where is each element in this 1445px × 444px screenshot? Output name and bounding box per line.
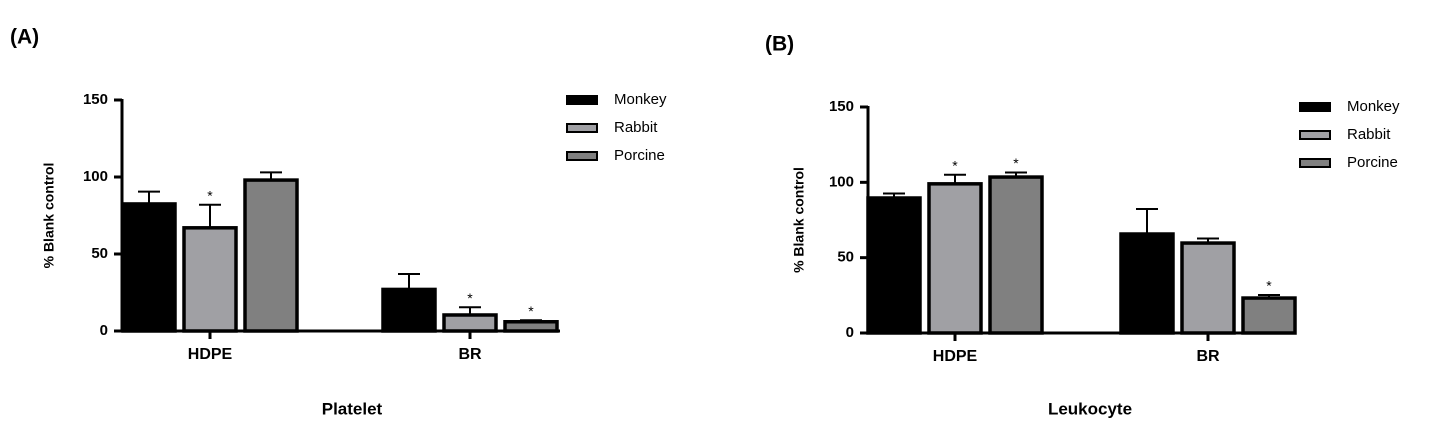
significance-label: * — [1266, 278, 1272, 294]
legend-swatch — [1299, 130, 1331, 140]
significance-label: * — [952, 158, 958, 174]
bar — [1180, 241, 1236, 335]
bar — [381, 287, 437, 333]
bar — [866, 196, 922, 335]
y-tick-label: 100 — [83, 168, 108, 185]
legend-label: Porcine — [614, 147, 665, 164]
legend-swatch — [566, 151, 598, 161]
y-axis-label: % Blank control — [41, 163, 57, 269]
bar — [1241, 296, 1297, 335]
bar — [182, 226, 238, 333]
panel-label: (A) — [10, 26, 39, 49]
legend-swatch — [1299, 102, 1331, 112]
bar — [988, 175, 1044, 335]
significance-label: * — [207, 187, 213, 203]
legend-label: Rabbit — [614, 119, 658, 136]
y-tick-label: 150 — [829, 98, 854, 115]
legend-label: Monkey — [614, 91, 667, 108]
panel-label: (B) — [765, 33, 794, 56]
significance-label: * — [1013, 155, 1019, 171]
y-tick-label: 100 — [829, 173, 854, 190]
x-axis-label: Leukocyte — [1048, 399, 1132, 418]
y-axis-label: % Blank control — [791, 167, 807, 273]
bar — [1119, 232, 1175, 335]
x-tick-label: BR — [1196, 348, 1220, 365]
bar — [121, 202, 177, 333]
y-tick-label: 0 — [846, 324, 854, 341]
legend-swatch — [566, 95, 598, 105]
legend-label: Rabbit — [1347, 126, 1391, 143]
significance-label: * — [528, 303, 534, 319]
legend-swatch — [1299, 158, 1331, 168]
significance-label: * — [467, 290, 473, 306]
legend-label: Monkey — [1347, 98, 1400, 115]
legend-swatch — [566, 123, 598, 133]
x-axis-label: Platelet — [322, 399, 383, 418]
bar — [927, 182, 983, 335]
x-tick-label: BR — [458, 346, 482, 363]
y-tick-label: 50 — [837, 249, 854, 266]
bar — [442, 313, 498, 333]
y-tick-label: 0 — [100, 322, 108, 339]
y-tick-label: 50 — [91, 245, 108, 262]
y-tick-label: 150 — [83, 91, 108, 108]
legend-label: Porcine — [1347, 154, 1398, 171]
bar — [243, 178, 299, 333]
x-tick-label: HDPE — [188, 346, 233, 363]
x-tick-label: HDPE — [933, 348, 978, 365]
bar — [503, 320, 559, 333]
